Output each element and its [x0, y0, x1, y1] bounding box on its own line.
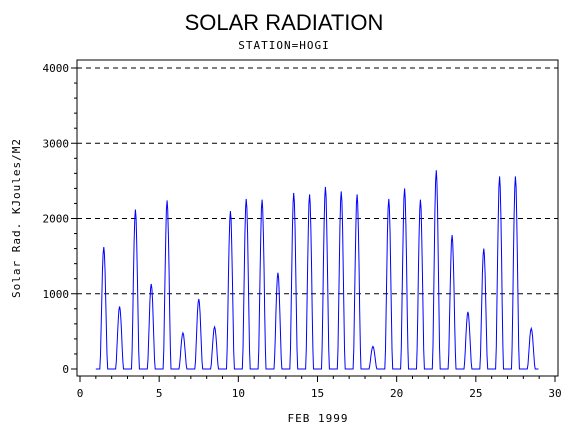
x-tick-label: 10: [232, 387, 245, 400]
x-tick-label: 20: [390, 387, 403, 400]
y-axis: 0 1000 2000 3000 4000: [43, 62, 77, 376]
series-line-solar-radiation: [95, 170, 539, 370]
x-tick-label: 15: [311, 387, 324, 400]
grid-lines: [77, 67, 558, 295]
y-tick-label: 3000: [43, 137, 70, 150]
x-tick-label: 5: [156, 387, 163, 400]
y-tick-label: 2000: [43, 213, 70, 226]
x-tick-label: 0: [77, 387, 84, 400]
x-tick-label: 30: [548, 387, 561, 400]
x-axis-label: FEB 1999: [288, 412, 349, 425]
x-axis: 0 5 10 15 20 25 30: [77, 376, 562, 400]
y-tick-label: 1000: [43, 288, 70, 301]
x-tick-label: 25: [469, 387, 482, 400]
series-layer: [95, 170, 539, 370]
y-axis-label: Solar Rad. KJoules/M2: [10, 138, 23, 298]
y-tick-label: 0: [62, 363, 69, 376]
chart-title: SOLAR RADIATION: [185, 10, 384, 35]
chart-subtitle: STATION=HOGI: [238, 39, 329, 52]
y-tick-label: 4000: [43, 62, 70, 75]
